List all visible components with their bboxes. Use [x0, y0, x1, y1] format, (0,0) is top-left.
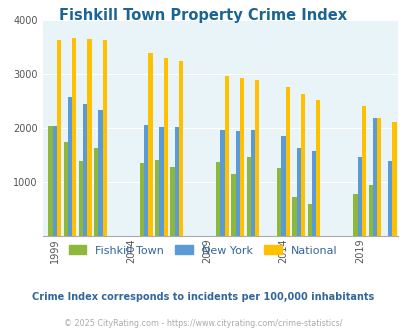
Bar [64, 143, 68, 236]
Bar [159, 127, 163, 236]
Bar [277, 168, 281, 236]
Bar [281, 136, 285, 236]
Bar [368, 185, 372, 236]
Legend: Fishkill Town, New York, National: Fishkill Town, New York, National [64, 241, 341, 260]
Bar [155, 160, 159, 236]
Bar [300, 94, 305, 236]
Bar [174, 127, 179, 236]
Bar [376, 118, 380, 236]
Bar [72, 38, 76, 236]
Bar [215, 162, 220, 236]
Bar [250, 130, 254, 236]
Bar [94, 148, 98, 236]
Bar [170, 167, 174, 236]
Text: © 2025 CityRating.com - https://www.cityrating.com/crime-statistics/: © 2025 CityRating.com - https://www.city… [64, 319, 341, 328]
Bar [79, 161, 83, 236]
Bar [102, 40, 107, 236]
Bar [140, 163, 144, 236]
Bar [239, 78, 243, 236]
Bar [163, 58, 168, 236]
Bar [285, 87, 289, 236]
Bar [68, 97, 72, 236]
Bar [220, 130, 224, 236]
Bar [292, 196, 296, 236]
Bar [254, 80, 259, 236]
Text: Crime Index corresponds to incidents per 100,000 inhabitants: Crime Index corresponds to incidents per… [32, 292, 373, 302]
Bar [53, 126, 57, 236]
Bar [311, 151, 315, 236]
Bar [57, 40, 61, 236]
Bar [307, 204, 311, 236]
Bar [231, 174, 235, 236]
Bar [83, 104, 87, 236]
Bar [48, 126, 53, 236]
Bar [144, 125, 148, 236]
Bar [315, 100, 320, 236]
Bar [372, 117, 376, 236]
Bar [235, 131, 239, 236]
Bar [246, 157, 250, 236]
Bar [391, 122, 396, 236]
Text: Fishkill Town Property Crime Index: Fishkill Town Property Crime Index [59, 8, 346, 23]
Bar [352, 194, 357, 236]
Bar [357, 156, 361, 236]
Bar [387, 161, 391, 236]
Bar [98, 110, 102, 236]
Bar [361, 106, 365, 236]
Bar [296, 148, 300, 236]
Bar [148, 53, 152, 236]
Bar [179, 61, 183, 236]
Bar [224, 76, 228, 236]
Bar [87, 39, 92, 236]
